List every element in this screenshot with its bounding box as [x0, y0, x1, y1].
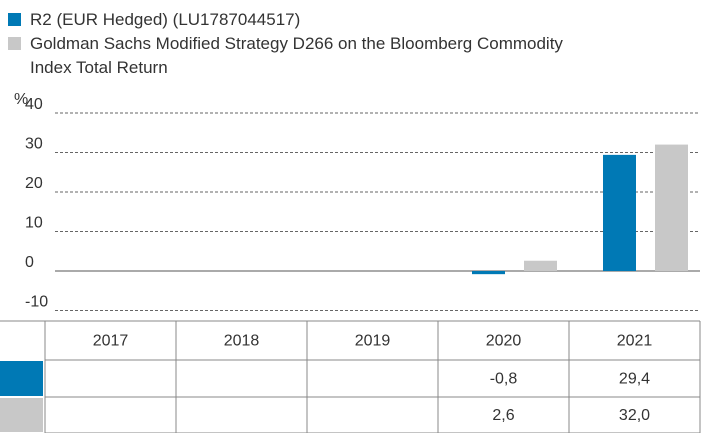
- legend-swatch: [8, 37, 21, 50]
- y-tick-label: 0: [25, 254, 34, 271]
- y-axis-label: %: [14, 91, 28, 108]
- y-tick-label: 20: [25, 175, 43, 192]
- table-header: 2020: [486, 333, 522, 350]
- table-header: 2018: [224, 333, 260, 350]
- bar: [472, 271, 505, 275]
- bar: [655, 144, 688, 271]
- y-tick-label: 30: [25, 136, 43, 153]
- legend-label: Goldman Sachs Modified Strategy D266 on …: [30, 34, 563, 77]
- table-value: 32,0: [619, 407, 650, 424]
- bar: [603, 154, 636, 271]
- legend-swatch: [8, 13, 21, 26]
- table-header: 2019: [355, 333, 391, 350]
- table-header: 2021: [617, 333, 653, 350]
- legend-item: Goldman Sachs Modified Strategy D266 on …: [8, 32, 608, 80]
- table-swatch: [0, 398, 43, 432]
- table-value: -0,8: [490, 371, 518, 388]
- bar: [524, 260, 557, 271]
- legend: R2 (EUR Hedged) (LU1787044517) Goldman Sa…: [8, 8, 608, 80]
- table-value: 2,6: [492, 407, 514, 424]
- table-header: 2017: [93, 333, 129, 350]
- legend-label: R2 (EUR Hedged) (LU1787044517): [30, 10, 301, 29]
- y-tick-label: 40: [25, 96, 43, 113]
- table-swatch: [0, 361, 43, 396]
- y-tick-label: -10: [25, 294, 48, 311]
- legend-item: R2 (EUR Hedged) (LU1787044517): [8, 8, 608, 32]
- y-tick-label: 10: [25, 215, 43, 232]
- table-value: 29,4: [619, 371, 650, 388]
